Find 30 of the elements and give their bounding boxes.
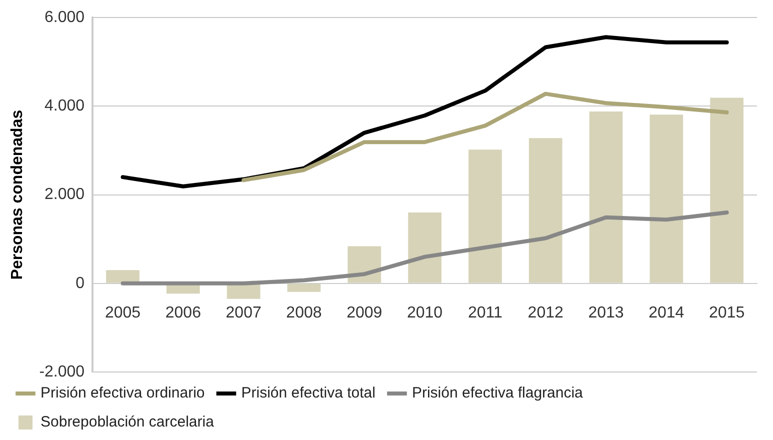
y-tick-label: 0 [76, 274, 85, 292]
bar [287, 284, 321, 292]
x-tick-label: 2010 [406, 304, 443, 322]
y-tick-label: 4.000 [44, 98, 85, 115]
x-tick-label: 2006 [165, 304, 202, 322]
x-tick-label: 2011 [468, 304, 502, 322]
bar [226, 284, 260, 299]
bar [468, 150, 502, 283]
x-tick-label: 2009 [346, 304, 382, 322]
x-tick-label: 2007 [226, 304, 262, 322]
bar [106, 270, 140, 283]
legend-label: Sobrepoblación carcelaria [40, 414, 215, 431]
x-tick-label: 2013 [588, 304, 624, 322]
y-tick-label: 6.000 [44, 9, 85, 26]
y-tick-label: -2.000 [39, 363, 85, 380]
x-tick-label: 2008 [286, 304, 322, 322]
x-tick-label: 2014 [648, 304, 684, 322]
bar [710, 98, 744, 283]
legend-label: Prisión efectiva total [241, 384, 376, 402]
x-tick-label: 2015 [709, 304, 745, 322]
x-tick-label: 2012 [528, 304, 564, 322]
y-axis-title: Personas condenadas [9, 110, 26, 280]
bar [408, 212, 442, 283]
bar [650, 114, 684, 283]
legend-label: Prisión efectiva ordinario [40, 384, 205, 402]
legend-label: Prisión efectiva flagrancia [412, 384, 584, 402]
bar [589, 112, 623, 283]
bar [528, 138, 562, 283]
y-tick-label: 2.000 [44, 186, 85, 204]
x-tick-label: 2005 [104, 304, 141, 322]
